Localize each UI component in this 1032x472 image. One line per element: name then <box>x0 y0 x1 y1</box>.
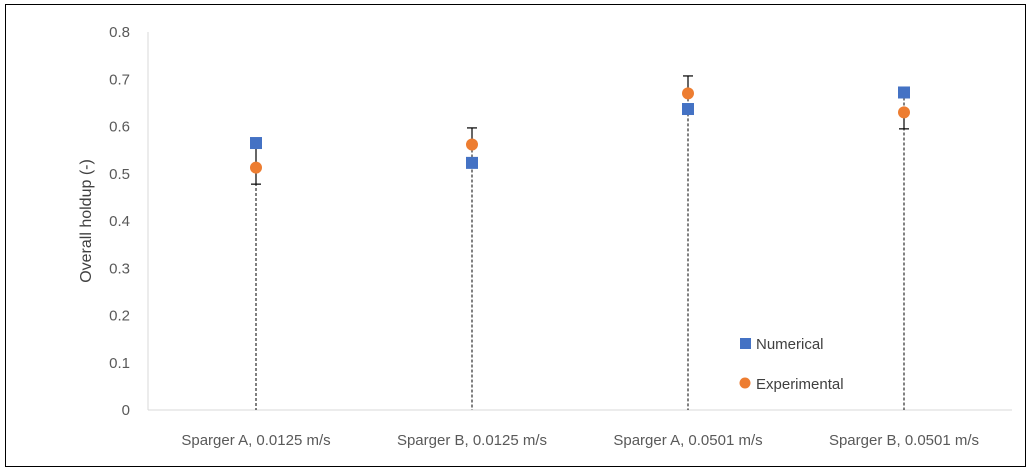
data-markers <box>250 86 910 174</box>
x-tick-label: Sparger B, 0.0501 m/s <box>829 432 979 449</box>
legend-label-experimental: Experimental <box>756 376 844 393</box>
y-tick-label: 0.7 <box>109 71 130 88</box>
y-tick-label: 0.3 <box>109 260 130 277</box>
marker-numerical <box>898 86 910 99</box>
marker-experimental <box>466 138 478 151</box>
x-tick-labels: Sparger A, 0.0125 m/s Sparger B, 0.0125 m… <box>181 432 979 449</box>
y-tick-label: 0.6 <box>109 119 130 136</box>
y-tick-label: 0.4 <box>109 213 130 230</box>
marker-experimental <box>682 87 694 100</box>
marker-experimental <box>250 161 262 174</box>
x-tick-label: Sparger A, 0.0501 m/s <box>613 432 762 449</box>
y-axis-title-group: Overall holdup (-) <box>78 159 95 283</box>
y-tick-label: 0.2 <box>109 308 130 325</box>
y-tick-label: 0.1 <box>109 355 130 372</box>
marker-numerical <box>250 137 262 150</box>
y-tick-label: 0.8 <box>109 24 130 41</box>
x-tick-label: Sparger A, 0.0125 m/s <box>181 432 330 449</box>
marker-experimental <box>898 106 910 119</box>
legend-swatch-experimental <box>739 377 751 389</box>
y-tick-labels: 0 0.1 0.2 0.3 0.4 0.5 0.6 0.7 0.8 <box>109 24 130 419</box>
legend-label-numerical: Numerical <box>756 336 824 353</box>
y-tick-label: 0 <box>122 402 130 419</box>
chart-frame <box>5 4 1026 467</box>
drop-lines <box>255 92 905 410</box>
y-tick-label: 0.5 <box>109 166 130 183</box>
y-axis-title: Overall holdup (-) <box>78 159 95 283</box>
legend: Numerical Experimental <box>739 336 844 393</box>
legend-swatch-numerical <box>740 338 751 349</box>
marker-numerical <box>466 156 478 169</box>
marker-numerical <box>682 103 694 116</box>
error-bars <box>251 75 909 185</box>
x-tick-label: Sparger B, 0.0125 m/s <box>397 432 547 449</box>
